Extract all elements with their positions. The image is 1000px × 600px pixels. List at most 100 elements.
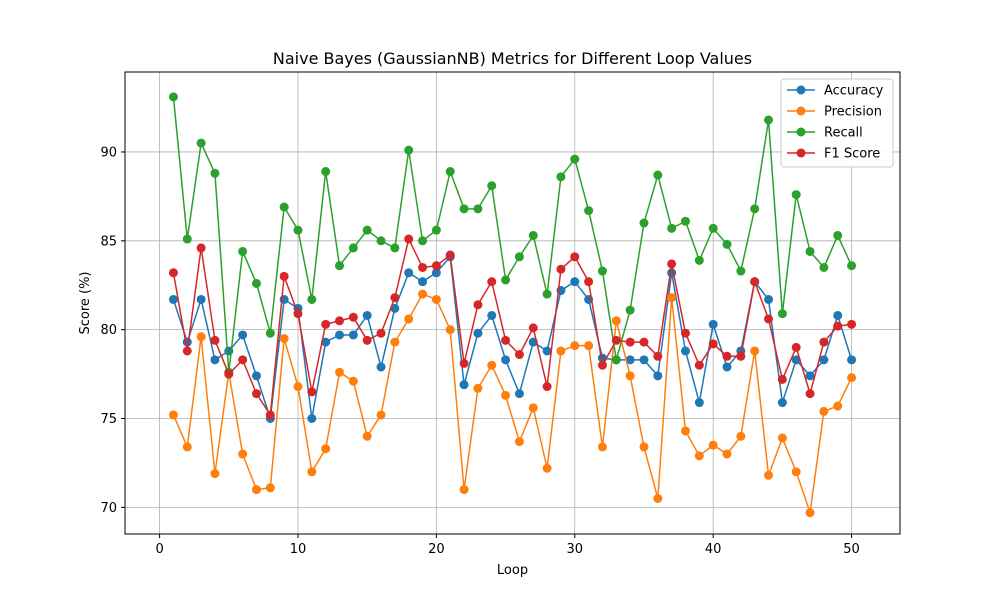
data-point-recall (639, 218, 649, 228)
data-point-recall (376, 236, 386, 246)
legend-label: Recall (824, 126, 863, 141)
data-point-f1-score (251, 389, 261, 399)
x-tick-label: 10 (290, 542, 307, 557)
data-point-f1-score (321, 319, 331, 329)
data-point-f1-score (307, 387, 317, 397)
data-point-precision (680, 426, 690, 436)
data-point-recall (680, 216, 690, 226)
data-point-precision (238, 449, 248, 459)
data-point-recall (362, 225, 372, 235)
data-point-recall (708, 223, 718, 233)
x-tick-label: 30 (567, 542, 584, 557)
data-point-recall (847, 261, 857, 271)
data-point-recall (570, 154, 580, 164)
y-tick-label: 80 (100, 323, 117, 338)
legend-swatch-marker (796, 106, 806, 116)
data-point-precision (584, 341, 594, 351)
data-point-f1-score (736, 351, 746, 361)
data-point-precision (418, 289, 428, 299)
data-point-f1-score (501, 335, 511, 345)
data-point-f1-score (777, 374, 787, 384)
data-point-precision (376, 410, 386, 420)
data-point-precision (611, 316, 621, 326)
data-point-recall (625, 305, 635, 315)
data-point-precision (321, 444, 331, 454)
data-point-f1-score (514, 350, 524, 360)
data-point-precision (833, 401, 843, 411)
legend-item-precision: Precision (787, 105, 882, 120)
data-point-recall (722, 239, 732, 249)
data-point-f1-score (431, 261, 441, 271)
data-point-recall (445, 167, 455, 177)
data-point-precision (597, 442, 607, 452)
data-point-f1-score (653, 351, 663, 361)
data-point-accuracy (680, 346, 690, 356)
data-point-f1-score (708, 339, 718, 349)
data-point-accuracy (348, 330, 358, 340)
series-recall (168, 92, 857, 377)
y-tick-label: 90 (100, 145, 117, 160)
x-axis: 0 10 20 30 40 50 (155, 534, 860, 557)
y-tick-label: 75 (100, 412, 117, 427)
data-point-accuracy (251, 371, 261, 381)
data-point-accuracy (542, 346, 552, 356)
data-point-recall (321, 167, 331, 177)
data-point-f1-score (487, 277, 497, 287)
legend-swatch-marker (796, 148, 806, 158)
data-point-precision (335, 367, 345, 377)
data-point-accuracy (805, 371, 815, 381)
data-point-recall (238, 246, 248, 256)
data-point-recall (667, 223, 677, 233)
data-point-precision (307, 467, 317, 477)
data-point-recall (210, 168, 220, 178)
data-point-f1-score (847, 319, 857, 329)
y-tick-label: 70 (100, 501, 117, 516)
x-tick-label: 0 (155, 542, 163, 557)
data-point-recall (750, 204, 760, 214)
data-point-precision (279, 334, 289, 344)
data-point-recall (168, 92, 178, 102)
data-point-precision (777, 433, 787, 443)
data-point-recall (528, 230, 538, 240)
data-point-recall (584, 206, 594, 216)
data-point-recall (459, 204, 469, 214)
data-point-recall (819, 262, 829, 272)
data-point-accuracy (722, 362, 732, 372)
data-point-f1-score (224, 369, 234, 379)
data-point-recall (514, 252, 524, 262)
data-point-precision (625, 371, 635, 381)
data-point-accuracy (487, 310, 497, 320)
legend-item-f1-score: F1 Score (787, 147, 880, 162)
data-point-f1-score (265, 410, 275, 420)
data-point-accuracy (708, 319, 718, 329)
data-point-accuracy (390, 303, 400, 313)
y-axis: 70 75 80 85 90 (100, 145, 125, 516)
data-point-f1-score (362, 335, 372, 345)
data-point-accuracy (819, 355, 829, 365)
legend-swatch-marker (796, 85, 806, 95)
data-point-f1-score (625, 337, 635, 347)
data-point-precision (542, 463, 552, 473)
data-point-accuracy (210, 355, 220, 365)
data-point-accuracy (625, 355, 635, 365)
data-point-precision (501, 390, 511, 400)
data-point-f1-score (418, 262, 428, 272)
x-tick-label: 20 (428, 542, 445, 557)
data-point-recall (736, 266, 746, 276)
data-point-precision (750, 346, 760, 356)
legend-label: Precision (824, 105, 882, 120)
legend: Accuracy Precision Recall F1 Score (780, 78, 894, 168)
data-point-precision (362, 431, 372, 441)
data-point-f1-score (459, 358, 469, 368)
data-point-precision (847, 373, 857, 383)
data-point-f1-score (404, 234, 414, 244)
data-point-precision (570, 341, 580, 351)
data-point-f1-score (833, 321, 843, 331)
data-point-recall (653, 170, 663, 180)
data-point-precision (764, 470, 774, 480)
data-point-accuracy (168, 294, 178, 304)
data-point-f1-score (750, 277, 760, 287)
data-point-precision (694, 451, 704, 461)
data-point-recall (487, 181, 497, 191)
